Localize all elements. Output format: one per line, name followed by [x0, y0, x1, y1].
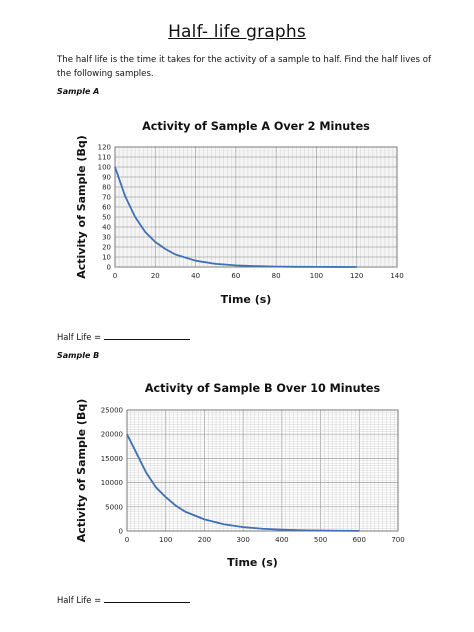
x-tick-label: 400 [275, 536, 288, 544]
y-tick-label: 30 [102, 234, 111, 242]
y-tick-label: 10000 [101, 479, 123, 487]
y-tick-label: 60 [102, 204, 111, 212]
y-axis-label: Activity of Sample (Bq) [75, 135, 88, 279]
y-axis-label: Activity of Sample (Bq) [75, 399, 88, 543]
half-life-a-answer-line[interactable] [104, 331, 191, 340]
series-line [126, 433, 360, 532]
y-tick-label: 50 [102, 214, 111, 222]
y-tick-label: 5000 [105, 503, 123, 511]
y-tick-label: 0 [119, 528, 123, 536]
x-tick-label: 500 [314, 536, 327, 544]
sample-a-label: Sample A [57, 87, 100, 96]
half-life-b-label: Half Life = [57, 595, 102, 605]
x-tick-label: 700 [391, 536, 404, 544]
x-tick-label: 80 [272, 272, 281, 280]
plot-frame [126, 409, 399, 532]
x-tick-label: 40 [191, 272, 200, 280]
chart-sample-a: Activity of Sample A Over 2 Minutes 0 20 40… [75, 120, 404, 306]
x-tick-label: 0 [125, 536, 129, 544]
intro-text: The half life is the time it takes for t… [57, 55, 432, 79]
half-life-a-row: Half Life = [57, 331, 191, 342]
y-tick-label: 80 [102, 184, 111, 192]
chart-title: Activity of Sample A Over 2 Minutes [142, 120, 370, 133]
x-axis-label: Time (s) [227, 556, 278, 569]
half-life-b-answer-line[interactable] [104, 594, 191, 603]
x-tick-label: 600 [353, 536, 366, 544]
y-tick-label: 10 [102, 254, 111, 262]
y-tick-label: 20 [102, 244, 111, 252]
y-tick-label: 110 [98, 154, 111, 162]
half-life-b-row: Half Life = [57, 594, 191, 605]
x-tick-label: 0 [113, 272, 117, 280]
y-tick-label: 40 [102, 224, 111, 232]
x-tick-label: 20 [151, 272, 160, 280]
chart-sample-b: Activity of Sample B Over 10 Minutes 0 100… [75, 382, 405, 569]
y-tick-label: 90 [102, 174, 111, 182]
x-tick-label: 100 [310, 272, 323, 280]
y-tick-label: 0 [107, 264, 111, 272]
x-tick-label: 300 [236, 536, 249, 544]
x-axis-label: Time (s) [221, 293, 272, 306]
x-tick-label: 60 [231, 272, 240, 280]
y-tick-label: 100 [98, 164, 111, 172]
y-tick-label: 120 [98, 144, 111, 152]
grid [126, 409, 399, 532]
x-tick-label: 200 [198, 536, 211, 544]
page-title: Half- life graphs [168, 22, 306, 42]
y-tick-label: 15000 [101, 455, 123, 463]
y-tick-label: 25000 [101, 407, 123, 415]
y-tick-label: 70 [102, 194, 111, 202]
x-tick-label: 140 [390, 272, 403, 280]
x-tick-label: 100 [159, 536, 172, 544]
chart-title: Activity of Sample B Over 10 Minutes [145, 382, 381, 395]
half-life-a-label: Half Life = [57, 332, 102, 342]
x-tick-label: 120 [350, 272, 363, 280]
series-line [114, 166, 357, 268]
sample-b-label: Sample B [57, 351, 100, 360]
y-tick-label: 20000 [101, 431, 123, 439]
